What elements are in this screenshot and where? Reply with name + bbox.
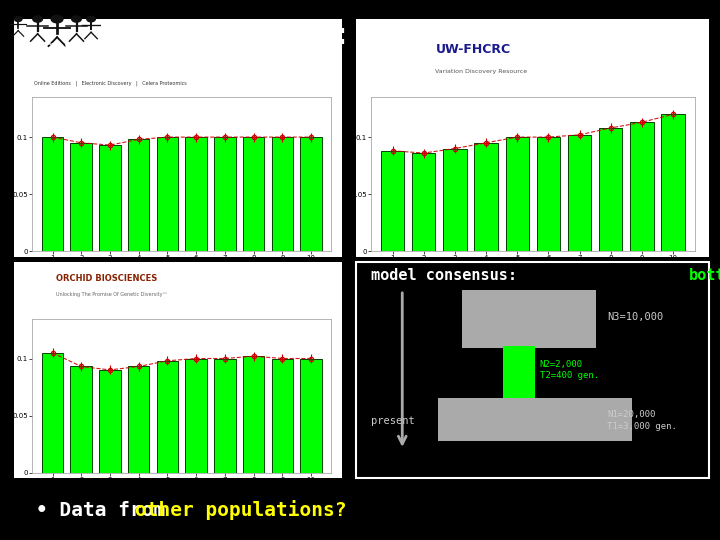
Text: Online Editions   |   Electronic Discovery   |   Celera Proteomics: Online Editions | Electronic Discovery |… (34, 81, 186, 86)
Bar (157, 137, 179, 251)
Bar (71, 143, 92, 251)
Bar (271, 137, 293, 251)
Bar (214, 359, 235, 472)
Bar (536, 137, 560, 251)
Bar (300, 137, 322, 251)
Bar (630, 122, 654, 251)
Text: present: present (371, 416, 414, 426)
Text: Variation Discovery Resource: Variation Discovery Resource (436, 69, 528, 74)
Circle shape (33, 16, 42, 22)
Bar (462, 290, 596, 348)
Bar (356, 19, 709, 256)
Text: ORCHID BIOSCIENCES: ORCHID BIOSCIENCES (56, 274, 157, 284)
Bar (381, 151, 405, 251)
Text: CELERA: CELERA (43, 43, 88, 53)
Bar (214, 137, 235, 251)
Text: Unlocking The Promise Of Genetic Diversity™: Unlocking The Promise Of Genetic Diversi… (56, 293, 167, 298)
Text: • Data from: • Data from (36, 501, 177, 520)
Bar (444, 148, 467, 251)
Bar (474, 143, 498, 251)
Bar (438, 398, 631, 441)
Bar (505, 137, 529, 251)
Bar (14, 262, 342, 478)
Bar (14, 19, 342, 256)
Bar (71, 367, 92, 472)
FancyBboxPatch shape (356, 262, 709, 478)
Bar (243, 137, 264, 251)
Text: Data fitting: allele frequency: Data fitting: allele frequency (112, 19, 663, 50)
Bar (128, 367, 150, 472)
Bar (99, 145, 121, 251)
Bar (185, 359, 207, 472)
Text: N1=20,000
T1=3,000 gen.: N1=20,000 T1=3,000 gen. (607, 410, 677, 431)
Bar (661, 114, 685, 251)
Text: N2=2,000
T2=400 gen.: N2=2,000 T2=400 gen. (540, 360, 599, 380)
Bar (300, 359, 322, 472)
Text: UW-FHCRC: UW-FHCRC (436, 43, 510, 56)
Text: bottleneck: bottleneck (688, 268, 720, 284)
Bar (157, 361, 179, 472)
Bar (99, 370, 121, 472)
Bar (128, 139, 150, 251)
Bar (599, 128, 622, 251)
Bar (42, 137, 63, 251)
Text: model consensus:: model consensus: (371, 268, 526, 284)
Bar (412, 153, 436, 251)
Circle shape (87, 16, 95, 22)
Bar (185, 137, 207, 251)
Circle shape (14, 17, 22, 22)
Bar (568, 135, 591, 251)
Bar (42, 353, 63, 472)
Circle shape (72, 16, 81, 22)
Bar (503, 346, 534, 398)
Text: other populations?: other populations? (135, 500, 347, 521)
Text: N3=10,000: N3=10,000 (607, 312, 663, 322)
Bar (271, 359, 293, 472)
Circle shape (51, 15, 63, 23)
Bar (243, 356, 264, 472)
